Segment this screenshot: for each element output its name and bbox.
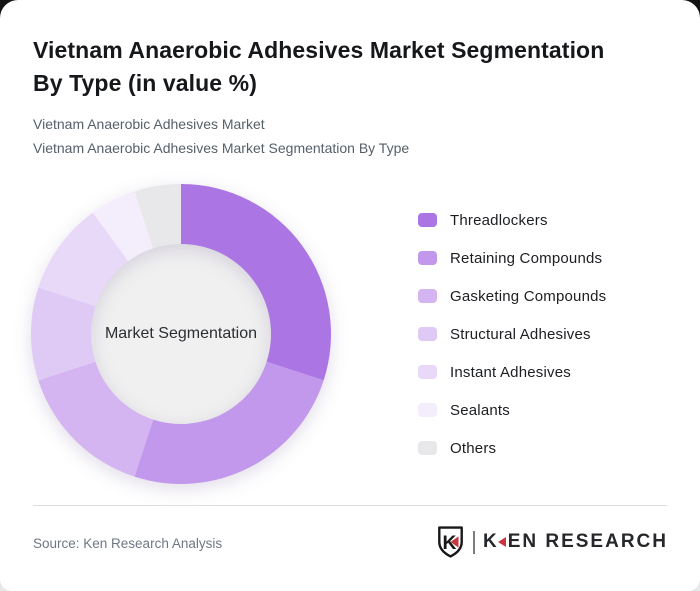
- legend-swatch: [418, 213, 437, 227]
- footer-divider: [33, 505, 667, 506]
- svg-text:K: K: [442, 533, 456, 554]
- legend-item: Threadlockers: [418, 201, 606, 239]
- donut-center-circle: [89, 242, 273, 426]
- brand-triangle-icon: [497, 537, 506, 547]
- ken-research-logo: K K EN RESEARCH: [436, 526, 668, 558]
- donut-segment-others: [134, 184, 181, 249]
- legend-label: Instant Adhesives: [450, 363, 571, 381]
- subtitle-line-1: Vietnam Anaerobic Adhesives Market: [33, 116, 265, 132]
- legend-swatch: [418, 289, 437, 303]
- logo-separator: [472, 530, 475, 554]
- page-title: Vietnam Anaerobic Adhesives Market Segme…: [33, 37, 605, 96]
- brand-rest: EN RESEARCH: [507, 531, 668, 552]
- source-text: Source: Ken Research Analysis: [33, 536, 223, 551]
- legend: Threadlockers Retaining Compounds Gasketin…: [418, 201, 606, 467]
- donut-segment-structural-adhesives: [30, 287, 96, 381]
- legend-label: Gasketing Compounds: [450, 287, 607, 305]
- legend-item: Sealants: [418, 391, 606, 429]
- legend-swatch: [418, 403, 437, 417]
- legend-swatch: [418, 365, 437, 379]
- legend-label: Retaining Compounds: [450, 249, 603, 267]
- legend-item: Others: [418, 429, 606, 467]
- emblem-triangle-icon: [450, 536, 459, 548]
- donut-segment-sealants: [92, 191, 154, 262]
- donut-chart: [30, 184, 332, 485]
- legend-label: Others: [450, 439, 497, 457]
- legend-label: Structural Adhesives: [450, 325, 591, 343]
- brand-k: K: [482, 531, 499, 552]
- chart-subtitle: Vietnam Anaerobic Adhesives Market Vietn…: [33, 112, 409, 160]
- shield-emblem-icon: K: [438, 526, 463, 558]
- donut-segment-threadlockers: [181, 184, 332, 381]
- legend-label: Sealants: [450, 401, 510, 419]
- donut-segment-gasketing-compounds: [38, 361, 154, 477]
- legend-item: Structural Adhesives: [418, 315, 606, 353]
- legend-item: Retaining Compounds: [418, 239, 606, 277]
- donut-segment-instant-adhesives: [38, 212, 129, 307]
- donut-segment-retaining-compounds: [134, 361, 324, 485]
- legend-label: Threadlockers: [450, 211, 548, 229]
- brand-wordmark: K EN RESEARCH: [483, 531, 668, 553]
- legend-swatch: [418, 441, 437, 455]
- legend-item: Gasketing Compounds: [418, 277, 606, 315]
- legend-swatch: [418, 327, 437, 341]
- legend-item: Instant Adhesives: [418, 353, 606, 391]
- legend-swatch: [418, 251, 437, 265]
- subtitle-line-2: Vietnam Anaerobic Adhesives Market Segme…: [33, 140, 410, 156]
- donut-svg: [30, 184, 332, 485]
- donut-segments: [30, 184, 332, 485]
